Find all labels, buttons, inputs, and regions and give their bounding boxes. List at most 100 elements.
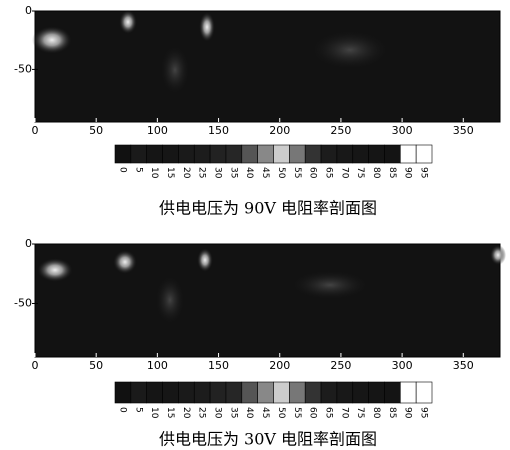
colorbar-cell [304,144,322,164]
colorbar-cell [114,381,132,404]
colorbar-tick-label: 70 [339,407,349,419]
colorbar-cell [304,381,322,404]
x-tick-label: 0 [32,124,39,137]
colorbar-cell [320,144,338,164]
colorbar-cell [241,144,258,164]
anomaly-blob [113,250,137,274]
colorbar-tick-label: 85 [387,167,397,178]
colorbar-tick-label: 15 [165,407,175,418]
y-tick-label: -50 [14,62,32,75]
x-tick-label: 300 [392,359,413,372]
colorbar-cell [273,381,290,404]
colorbar-cell [193,144,211,164]
colorbar-cell [336,144,354,164]
colorbar-cell [130,144,148,164]
x-tick-label: 250 [330,359,351,372]
colorbar-tick-label: 50 [276,167,286,179]
anomaly-blob [197,248,213,272]
x-tick-label: 0 [32,359,39,372]
colorbar-tick-label: 65 [323,407,333,418]
colorbar-tick-label: 75 [355,407,365,418]
y-tick-label: -50 [14,296,32,309]
colorbar-cell [241,381,258,404]
colorbar-cell [162,381,179,404]
colorbar-cell [178,381,195,404]
colorbar-tick-label: 75 [355,167,365,178]
colorbar-tick-label: 55 [292,167,302,178]
colorbar-cell [193,381,211,404]
colorbar-tick-label: 0 [117,167,127,173]
anomaly-blob [37,258,73,282]
y-tick-label: 0 [25,237,32,250]
x-tick-label: 100 [147,359,168,372]
x-tick-label: 150 [208,124,229,137]
colorbar-cell [257,381,274,404]
colorbar-cell [399,381,417,404]
colorbar-cell [209,144,227,164]
colorbar-cell [289,381,306,404]
colorbar-tick-label: 80 [371,407,381,419]
x-tick-label: 250 [330,124,351,137]
colorbar-tick-label: 10 [149,407,159,419]
colorbar-cell [162,144,179,164]
colorbar-tick-label: 45 [260,407,270,418]
y-tick-label: 0 [25,4,32,17]
anomaly-blob [160,45,190,95]
anomaly-blob [155,275,185,325]
colorbar-cell [368,381,385,404]
colorbar-cell [399,144,417,164]
colorbar-tick-label: 90 [403,407,413,419]
caption: 供电电压为 90V 电阻率剖面图 [159,199,377,218]
colorbar-tick-label: 90 [403,167,413,179]
colorbar-cell [225,381,243,404]
colorbar-tick-label: 20 [181,167,191,179]
colorbar-tick-label: 65 [323,167,333,178]
colorbar-tick-label: 85 [387,407,397,418]
colorbar-cell [352,381,369,404]
colorbar-tick-label: 60 [308,407,318,419]
colorbar-tick-label: 80 [371,167,381,179]
colorbar-tick-label: 5 [133,407,143,413]
plot-area [34,243,501,358]
colorbar-cell [114,144,132,164]
colorbar-cell [289,144,306,164]
plot-area [34,10,501,123]
x-tick-label: 100 [147,124,168,137]
anomaly-blob [290,270,370,300]
colorbar-cell [320,381,338,404]
colorbar-tick-label: 30 [213,167,223,179]
colorbar-tick-label: 35 [228,167,238,178]
colorbar-tick-label: 0 [117,407,127,413]
caption: 供电电压为 30V 电阻率剖面图 [159,430,377,449]
colorbar-tick-label: 10 [149,167,159,179]
colorbar-tick-label: 40 [244,407,254,419]
colorbar-tick-label: 40 [244,167,254,179]
colorbar-cell [415,381,433,404]
colorbar-tick-label: 55 [292,407,302,418]
colorbar-cell [178,144,195,164]
colorbar-cell [384,381,401,404]
colorbar-tick-label: 50 [276,407,286,419]
colorbar-tick-label: 35 [228,407,238,418]
anomaly-blob [119,10,137,34]
colorbar-cell [130,381,148,404]
colorbar-tick-label: 5 [133,167,143,173]
x-tick-label: 350 [453,124,474,137]
x-tick-label: 200 [269,124,290,137]
anomaly-blob [199,12,215,42]
colorbar-cell [384,144,401,164]
colorbar-cell [273,144,290,164]
colorbar-cell [368,144,385,164]
colorbar-cell [146,381,163,404]
colorbar-tick-label: 95 [419,407,429,418]
colorbar-cell [225,144,243,164]
colorbar-cell [415,144,433,164]
x-tick-label: 350 [453,359,474,372]
x-tick-label: 50 [89,359,103,372]
colorbar-tick-label: 20 [181,407,191,419]
colorbar-tick-label: 15 [165,167,175,178]
colorbar-cell [146,144,163,164]
colorbar-tick-label: 45 [260,167,270,178]
colorbar-tick-label: 60 [308,167,318,179]
